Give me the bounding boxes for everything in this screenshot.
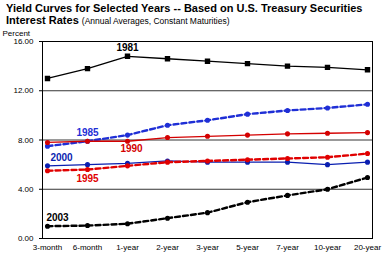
svg-text:10-year: 10-year: [314, 243, 341, 252]
svg-text:5-year: 5-year: [236, 243, 259, 252]
svg-text:3-year: 3-year: [196, 243, 219, 252]
html-text:Yield Curves for Selected Year: Yield Curves for Selected Years -- Based…: [6, 2, 363, 26]
svg-text:0.00: 0.00: [18, 234, 34, 243]
svg-text:4.00: 4.00: [18, 185, 34, 194]
svg-text:Percent: Percent: [3, 29, 31, 38]
svg-text:2-year: 2-year: [156, 243, 179, 252]
svg-text:1981: 1981: [116, 42, 139, 53]
svg-text:1990: 1990: [120, 143, 143, 154]
svg-text:3-month: 3-month: [33, 243, 62, 252]
svg-text:1-year: 1-year: [116, 243, 139, 252]
svg-text:2003: 2003: [46, 212, 69, 223]
svg-text:1995: 1995: [76, 173, 99, 184]
svg-text:7-year: 7-year: [276, 243, 299, 252]
svg-text:20-year: 20-year: [354, 243, 381, 252]
svg-text:8.00: 8.00: [18, 136, 34, 145]
svg-text:2000: 2000: [50, 152, 73, 163]
svg-text:16.00: 16.00: [13, 37, 34, 46]
svg-text:6-month: 6-month: [73, 243, 102, 252]
svg-text:12.00: 12.00: [13, 86, 34, 95]
svg-text:1985: 1985: [76, 127, 99, 138]
